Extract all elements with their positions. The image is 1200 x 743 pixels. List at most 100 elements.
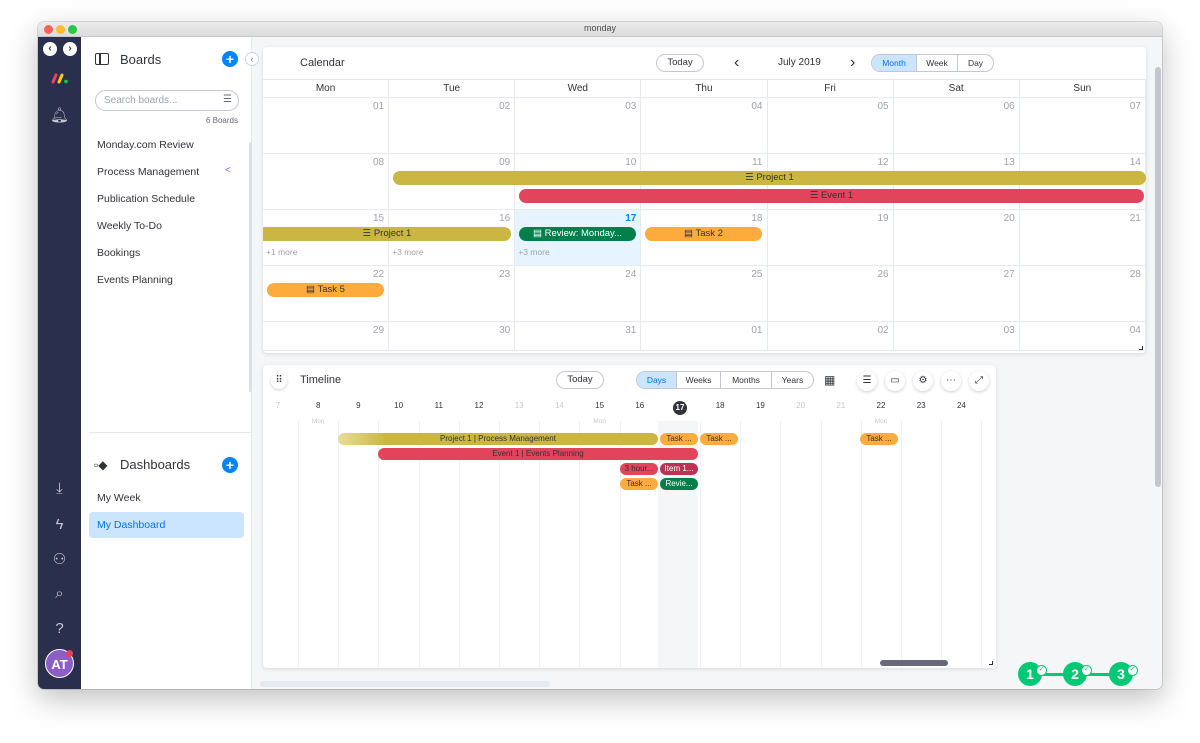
search-icon[interactable]: ⌕	[55, 585, 64, 602]
day-cell[interactable]: 29	[263, 322, 390, 350]
day-cell[interactable]: 27	[894, 266, 1020, 321]
day-cell[interactable]: 03	[515, 98, 642, 153]
day-cell[interactable]: 25	[641, 266, 768, 321]
collapse-panel-button[interactable]: ‹	[245, 52, 259, 66]
layout-icon[interactable]: ▭	[885, 371, 905, 391]
drag-handle-icon[interactable]: ⠿	[271, 373, 287, 389]
timeline-bar-item[interactable]: Item 1...	[660, 463, 698, 475]
board-item[interactable]: Bookings	[97, 247, 141, 259]
day-number: 09	[499, 157, 511, 168]
calendar-today-button[interactable]: Today	[656, 54, 704, 72]
day-cell[interactable]: 01	[641, 322, 768, 350]
next-month-icon[interactable]: ›	[850, 54, 856, 71]
calendar-event-review[interactable]: ▤ Review: Monday...	[519, 227, 636, 241]
monday-logo-icon[interactable]	[51, 72, 69, 84]
lightning-icon[interactable]: ϟ	[55, 516, 64, 533]
settings-gear-icon[interactable]: ⚙	[913, 371, 933, 391]
dashboard-item[interactable]: My Week	[97, 492, 141, 504]
view-months-button[interactable]: Months	[721, 372, 772, 388]
day-cell[interactable]: 01	[263, 98, 390, 153]
boards-scrollbar[interactable]	[249, 142, 252, 392]
calendar-title: Calendar	[300, 57, 345, 69]
day-cell[interactable]: 06	[894, 98, 1020, 153]
view-week-button[interactable]: Week	[917, 55, 958, 71]
invite-user-icon[interactable]: ⚇	[52, 551, 67, 568]
day-cell[interactable]: 21	[1020, 210, 1146, 265]
boards-panel: Boards + Search boards... ☰ 6 Boards Mon…	[81, 37, 252, 689]
timeline-bar-project[interactable]: Project 1 | Process Management	[338, 433, 658, 445]
board-item[interactable]: Process Management	[97, 166, 200, 178]
timeline-today-button[interactable]: Today	[556, 371, 604, 389]
day-cell[interactable]: 16 +3 more	[389, 210, 516, 265]
timeline-bar-task[interactable]: Task ...	[700, 433, 738, 445]
bell-icon[interactable]: 🔔︎	[49, 107, 70, 124]
minimize-window-button[interactable]	[56, 25, 65, 34]
day-cell[interactable]: 20	[894, 210, 1020, 265]
resize-handle[interactable]	[989, 661, 993, 665]
view-day-button[interactable]: Day	[967, 58, 984, 68]
export-excel-icon[interactable]: ▦	[824, 373, 836, 387]
day-cell[interactable]: 28	[1020, 266, 1146, 321]
search-boards-input[interactable]: Search boards... ☰	[95, 90, 239, 111]
day-cell[interactable]: 02	[389, 98, 516, 153]
day-cell[interactable]: 23	[389, 266, 516, 321]
timeline-horizontal-scrollbar[interactable]	[880, 660, 948, 666]
day-cell[interactable]: 03	[894, 322, 1020, 350]
calendar-event-task[interactable]: ▤ Task 5	[267, 283, 384, 297]
calendar-event-project[interactable]: ☰ Project 1	[393, 171, 1146, 185]
help-icon[interactable]: ?	[55, 620, 64, 637]
day-cell[interactable]: 26	[768, 266, 894, 321]
weekday-label: Sun	[1020, 80, 1146, 97]
day-cell[interactable]: 31	[515, 322, 642, 350]
filter-icon[interactable]: ☰	[857, 371, 877, 391]
prev-month-icon[interactable]: ‹	[734, 54, 740, 71]
view-weeks-button[interactable]: Weeks	[677, 372, 721, 388]
add-board-button[interactable]: +	[222, 51, 238, 67]
add-dashboard-button[interactable]: +	[222, 457, 238, 473]
timeline-bar-task[interactable]: Task ...	[620, 478, 658, 490]
day-cell[interactable]: 18	[641, 210, 768, 265]
board-item[interactable]: Events Planning	[97, 274, 173, 286]
day-cell[interactable]: 19	[768, 210, 894, 265]
download-icon[interactable]: ⤓	[56, 480, 63, 497]
day-cell[interactable]: 02	[768, 322, 894, 350]
back-arrow-icon[interactable]: ‹	[43, 42, 57, 56]
forward-arrow-icon[interactable]: ›	[63, 42, 77, 56]
filter-icon[interactable]: ☰	[223, 94, 232, 105]
calendar-event-project[interactable]: ☰ Project 1	[263, 227, 511, 241]
day-cell[interactable]: 30	[389, 322, 516, 350]
view-years-button[interactable]: Years	[781, 375, 804, 385]
timeline-bar-review[interactable]: Revie...	[660, 478, 698, 490]
dashboard-horizontal-scrollbar[interactable]	[260, 681, 550, 687]
board-item[interactable]: Publication Schedule	[97, 193, 196, 205]
event-label: Task 5	[317, 284, 345, 295]
timeline-bar-event[interactable]: Event 1 | Events Planning	[378, 448, 698, 460]
day-cell[interactable]: 04	[641, 98, 768, 153]
resize-handle[interactable]	[1139, 346, 1143, 350]
dashboard-item-active[interactable]: My Dashboard	[89, 512, 244, 538]
day-cell[interactable]: 14	[1020, 154, 1146, 209]
calendar-event-event[interactable]: ☰ Event 1	[519, 189, 1144, 203]
day-cell[interactable]: 22	[263, 266, 390, 321]
timeline-bar-hours[interactable]: 3 hour...	[620, 463, 658, 475]
day-cell[interactable]: 04	[1020, 322, 1146, 350]
day-cell[interactable]: 24	[515, 266, 642, 321]
more-link[interactable]: +3 more	[518, 247, 550, 257]
view-days-button[interactable]: Days	[637, 372, 677, 388]
dashboard-vertical-scrollbar[interactable]	[1155, 67, 1161, 487]
fullscreen-icon[interactable]: ⤢	[969, 371, 989, 391]
view-month-button[interactable]: Month	[872, 55, 917, 71]
day-cell[interactable]: 05	[768, 98, 894, 153]
day-cell[interactable]: 07	[1020, 98, 1146, 153]
timeline-bar-task[interactable]: Task ...	[860, 433, 898, 445]
board-item[interactable]: Monday.com Review	[97, 139, 194, 151]
day-cell[interactable]: 08	[263, 154, 390, 209]
more-link[interactable]: +3 more	[392, 247, 424, 257]
board-item[interactable]: Weekly To-Do	[97, 220, 162, 232]
close-window-button[interactable]	[44, 25, 53, 34]
calendar-event-task[interactable]: ▤ Task 2	[645, 227, 762, 241]
timeline-bar-task[interactable]: Task ...	[660, 433, 698, 445]
maximize-window-button[interactable]	[68, 25, 77, 34]
more-options-icon[interactable]: ⋯	[941, 371, 961, 391]
more-link[interactable]: +1 more	[266, 247, 298, 257]
